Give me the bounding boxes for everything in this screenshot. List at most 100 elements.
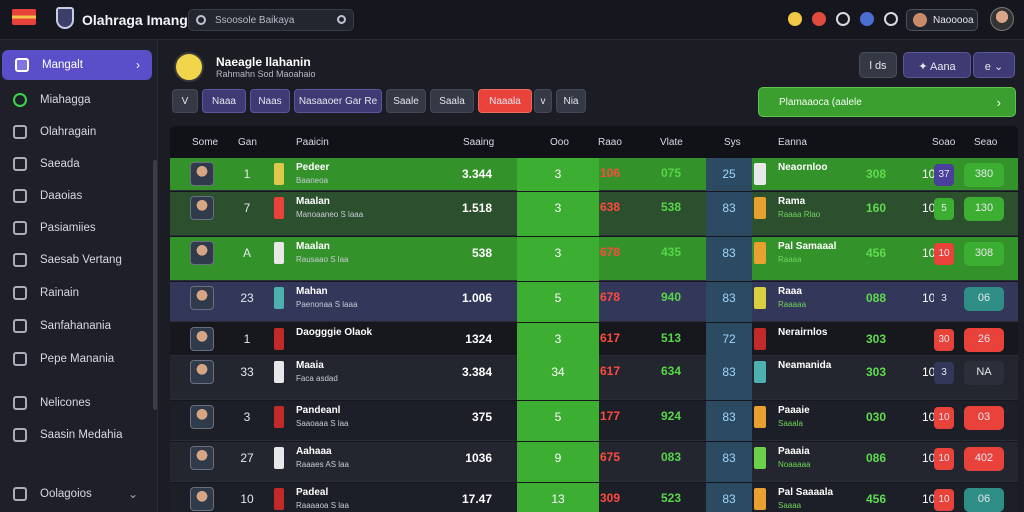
profile-avatar[interactable]: [990, 7, 1014, 31]
player-name[interactable]: Maalan: [296, 196, 330, 207]
settings-icon[interactable]: [884, 12, 898, 26]
col-header[interactable]: Sys: [724, 137, 741, 148]
action-button[interactable]: 06: [964, 287, 1004, 311]
sidebar-item-3[interactable]: Saeada: [0, 149, 150, 179]
sidebar-item-8[interactable]: Sanfahanania: [0, 311, 150, 341]
col-header[interactable]: Soao: [932, 137, 956, 148]
col-header[interactable]: Ooo: [550, 137, 569, 148]
club-name[interactable]: Neamanida: [778, 360, 832, 371]
action-button[interactable]: 130: [964, 197, 1004, 221]
filter-1[interactable]: Naaa: [202, 89, 246, 113]
search-submit-icon[interactable]: [337, 15, 346, 24]
header-button-2[interactable]: ✦ Aana: [903, 52, 971, 78]
col-header[interactable]: Some: [192, 137, 219, 148]
header-button-1[interactable]: l ds: [859, 52, 897, 78]
sidebar-item-1[interactable]: Miahagga: [0, 85, 150, 115]
sidebar-item-9[interactable]: Pepe Manania: [0, 344, 150, 374]
coin-icon[interactable]: [788, 12, 802, 26]
filter-4[interactable]: Saale: [386, 89, 426, 113]
table-row[interactable]: 7 Maalan Manoaaneo S laaa 1.518 3 638 538 83 Ram…: [170, 192, 1018, 236]
sidebar-item-label: Mangalt: [42, 59, 83, 71]
player-name[interactable]: Daogggie Olaok: [296, 327, 373, 338]
club-name[interactable]: Paaaia: [778, 446, 810, 457]
sidebar-item-10[interactable]: Nelicones: [0, 388, 150, 418]
col-header[interactable]: Eanna: [778, 137, 807, 148]
col-header[interactable]: Gan: [238, 137, 257, 148]
action-button[interactable]: 308: [964, 242, 1004, 266]
player-avatar: [190, 196, 214, 220]
table-row[interactable]: 23 Mahan Paenonaa S laaa 1.006 5 678 940 83 Raaa…: [170, 282, 1018, 322]
globe-icon: [13, 189, 27, 203]
club-name[interactable]: Pal Saaaala: [778, 487, 834, 498]
col-header[interactable]: Seao: [974, 137, 998, 148]
action-button[interactable]: 380: [964, 163, 1004, 187]
table-row[interactable]: 27 Aahaaa Raaaes AS laa 1036 9 675 083 83 Paaaia…: [170, 442, 1018, 482]
player-name[interactable]: Maalan: [296, 241, 330, 252]
filter-0[interactable]: V: [172, 89, 198, 113]
user-button[interactable]: Naooooa: [906, 9, 978, 31]
search-input[interactable]: Ssoosole Baikaya: [188, 9, 354, 31]
club-subtitle: Raaaa: [778, 255, 802, 264]
player-name[interactable]: Pandeanl: [296, 405, 341, 416]
filter-2[interactable]: Naas: [250, 89, 290, 113]
col-header[interactable]: Vlate: [660, 137, 683, 148]
col-header[interactable]: Raao: [598, 137, 622, 148]
tactics-icon: [13, 221, 27, 235]
club-name[interactable]: Rama: [778, 196, 806, 207]
club-name[interactable]: Nerairnlos: [778, 327, 828, 338]
status-badge: 3: [934, 362, 954, 384]
globe-icon[interactable]: [860, 12, 874, 26]
club-name[interactable]: Pal Samaaal: [778, 241, 837, 252]
stat-green-2: 456: [866, 246, 887, 260]
club-name[interactable]: Neaornloo: [778, 162, 828, 173]
player-name[interactable]: Padeal: [296, 487, 329, 498]
sidebar-item-5[interactable]: Pasiamiies: [0, 213, 150, 243]
col-header[interactable]: Paaicin: [296, 137, 329, 148]
action-button[interactable]: 26: [964, 328, 1004, 352]
player-subtitle: Paenonaa S laaa: [296, 300, 358, 309]
header-button-3[interactable]: e ⌄: [973, 52, 1015, 78]
sidebar-item-12[interactable]: Oolagoios ⌄: [0, 479, 150, 509]
action-button[interactable]: 03: [964, 406, 1004, 430]
filter-6[interactable]: Naaala: [478, 89, 532, 113]
table-row[interactable]: 33 Maaia Faca asdad 3.384 34 617 634 83 Neamanid…: [170, 356, 1018, 400]
stat-blue-cell: 83: [706, 282, 752, 322]
alert-icon[interactable]: [812, 12, 826, 26]
table-row[interactable]: 10 Padeal Raaaaoa S laa 17.47 13 309 523 83 Pal …: [170, 483, 1018, 512]
stat-count: 10: [922, 246, 936, 260]
sidebar-item-11[interactable]: Saasin Medahia: [0, 420, 150, 450]
sidebar-scrollbar[interactable]: [153, 160, 157, 410]
kit-icon: [274, 406, 284, 428]
action-button[interactable]: 402: [964, 447, 1004, 471]
sidebar-item-7[interactable]: Rainain: [0, 278, 150, 308]
stat-count: 10: [922, 167, 936, 181]
sidebar-item-2[interactable]: Olahragain: [0, 117, 150, 147]
filter-7[interactable]: v: [534, 89, 552, 113]
player-name[interactable]: Aahaaa: [296, 446, 332, 457]
stat-green-2: 030: [866, 410, 887, 424]
kit-icon: [274, 197, 284, 219]
stat-green: 083: [661, 450, 682, 464]
timer-icon[interactable]: [836, 12, 850, 26]
table-row[interactable]: 1 Daogggie Olaok 1324 3 617 513 72 Nerairnlos 30…: [170, 323, 1018, 356]
action-button[interactable]: 06: [964, 488, 1004, 512]
filter-bar: V Naaa Naas Nasaaoer Gar Re Saale Saala …: [170, 89, 1020, 115]
sidebar-item-6[interactable]: Saesab Vertang: [0, 245, 150, 275]
col-header[interactable]: Saaing: [463, 137, 495, 148]
table-row[interactable]: 3 Pandeanl Saaoaaa S laa 375 5 177 924 83 Paaaie…: [170, 401, 1018, 441]
action-button[interactable]: NA: [964, 361, 1004, 385]
sidebar-item-4[interactable]: Daaoias: [0, 181, 150, 211]
sidebar-item-0[interactable]: Mangalt ›: [2, 50, 152, 80]
filter-8[interactable]: Nia: [556, 89, 586, 113]
promo-bar[interactable]: Plamaaoca (aalele ›: [758, 87, 1016, 117]
club-name[interactable]: Paaaie: [778, 405, 810, 416]
player-name[interactable]: Mahan: [296, 286, 328, 297]
player-name[interactable]: Maaia: [296, 360, 324, 371]
table-row[interactable]: A Maalan Rausaao S laa 538 3 678 435 83 Pal Sama…: [170, 237, 1018, 281]
player-name[interactable]: Pedeer: [296, 162, 330, 173]
table-row[interactable]: 1 Pedeer Baaneoa 3.344 3 106 075 25 Neaornloo 308…: [170, 158, 1018, 191]
filter-3[interactable]: Nasaaoer Gar Re: [294, 89, 382, 113]
stat-red: 678: [600, 245, 621, 259]
club-name[interactable]: Raaa: [778, 286, 802, 297]
filter-5[interactable]: Saala: [430, 89, 474, 113]
